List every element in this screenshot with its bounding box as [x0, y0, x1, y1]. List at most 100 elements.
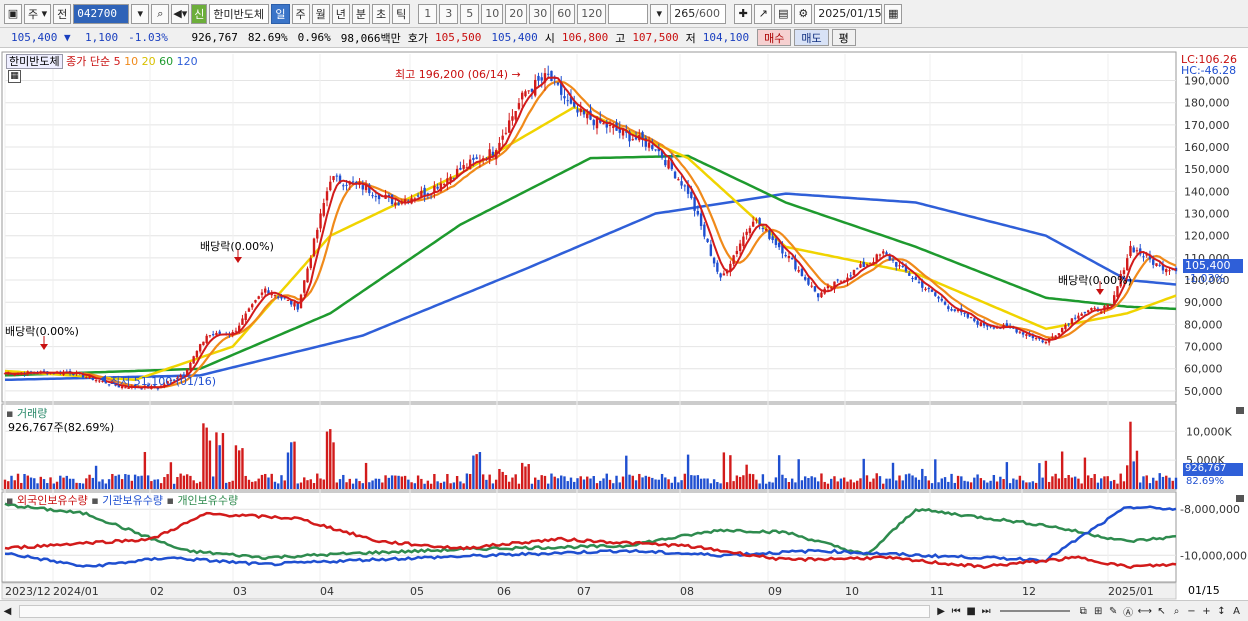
scroll-left-icon[interactable]: ◀: [3, 605, 12, 617]
cursor-icon[interactable]: ↖: [1157, 605, 1166, 617]
scroll-right-icon[interactable]: ▶: [937, 605, 945, 617]
speaker-icon[interactable]: ◀▾: [171, 3, 190, 24]
period-tick-tab[interactable]: 틱: [392, 3, 411, 24]
zoom-slider[interactable]: [999, 610, 1070, 612]
volume-bar: [797, 459, 800, 489]
period-week-tab[interactable]: 주: [291, 3, 310, 24]
calendar-icon[interactable]: ▦: [884, 3, 903, 24]
interval-button-3[interactable]: 3: [439, 3, 459, 24]
chart-area[interactable]: 190,000 180,000 170,000 160,000 150,000 140,0…: [0, 50, 1248, 600]
interval-button-10[interactable]: 10: [481, 3, 504, 24]
chevron-down-icon[interactable]: ▾: [650, 3, 669, 24]
draw-tool-icon[interactable]: ↗: [754, 3, 773, 24]
volume-title: 거래량: [16, 407, 48, 420]
volume-bar: [39, 476, 42, 489]
sell-button[interactable]: 매도: [794, 29, 829, 46]
volume-bar: [921, 468, 924, 489]
date-input[interactable]: 2025/01/15: [814, 3, 883, 24]
candle-body: [703, 224, 706, 237]
interval-button-60[interactable]: 60: [553, 3, 576, 24]
market-type-select[interactable]: 주 ▾: [24, 3, 52, 24]
interval-button-5[interactable]: 5: [460, 3, 480, 24]
window-icon[interactable]: ▣: [4, 3, 22, 24]
search-icon[interactable]: ⌕: [151, 3, 170, 24]
candle-body: [563, 96, 566, 99]
period-month-tab[interactable]: 월: [311, 3, 330, 24]
volume-bar: [573, 481, 576, 489]
average-button[interactable]: 평: [831, 29, 856, 46]
candle-body: [651, 145, 654, 150]
last-page-icon[interactable]: ⏭: [981, 605, 991, 617]
ma20-label: 20: [141, 55, 156, 68]
volume-bar: [368, 482, 371, 489]
interval-button-30[interactable]: 30: [529, 3, 552, 24]
crosshair-icon[interactable]: ✚: [734, 3, 753, 24]
zoom-in-icon[interactable]: +: [1202, 605, 1211, 617]
gear-icon[interactable]: ⚙: [794, 3, 813, 24]
period-day-tab[interactable]: 일: [271, 3, 290, 24]
volume-bar: [800, 480, 804, 489]
volume-bar: [745, 464, 748, 489]
candle-body: [345, 184, 348, 186]
volume-bar: [455, 475, 459, 489]
ruler-icon[interactable]: ⟷: [1137, 605, 1152, 617]
volume-bar: [865, 475, 869, 489]
candle-body: [693, 197, 696, 211]
volume-bar: [895, 480, 898, 489]
interval-button-120[interactable]: 120: [577, 3, 607, 24]
buy-button[interactable]: 매수: [757, 29, 792, 46]
volume-bar: [1051, 476, 1054, 489]
volume-bar: [215, 432, 218, 489]
magnifier-icon[interactable]: ⌕: [1173, 605, 1180, 617]
volume-bar: [423, 483, 426, 489]
layout-icon[interactable]: ⊞: [1093, 605, 1103, 617]
volume-bar: [267, 477, 270, 489]
stock-code-input[interactable]: 042700: [73, 3, 130, 24]
candle-body: [794, 258, 797, 270]
text-tool-icon[interactable]: Ⓐ: [1123, 607, 1134, 619]
save-icon[interactable]: ▤: [774, 3, 793, 24]
stock-chart-svg[interactable]: 190,000 180,000 170,000 160,000 150,000 140,0…: [0, 50, 1248, 600]
volume-bar: [836, 481, 839, 489]
candle-body: [816, 293, 820, 298]
stop-icon[interactable]: ■: [966, 605, 976, 617]
period-year-tab[interactable]: 년: [331, 3, 350, 24]
candle-body: [813, 286, 817, 292]
volume-bar: [1090, 477, 1093, 489]
volume-bar: [429, 483, 433, 489]
period-minute-tab[interactable]: 분: [351, 3, 371, 24]
volume-bar: [387, 477, 391, 489]
candle-body: [1112, 295, 1116, 304]
current-price: 105,400 ▼: [11, 31, 71, 44]
candle-body: [686, 184, 690, 194]
interval-button-1[interactable]: 1: [418, 3, 438, 24]
draw-icon[interactable]: ✎: [1108, 605, 1118, 617]
volume-bar: [924, 476, 927, 489]
grid-toggle-icon[interactable]: ▦: [8, 70, 21, 83]
chevron-down-icon[interactable]: ▾: [131, 3, 150, 24]
candle-body: [878, 254, 882, 256]
volume-bar: [468, 473, 472, 489]
volume-bar: [758, 483, 761, 489]
volume-bar: [810, 476, 813, 489]
axis-icon[interactable]: ↕: [1217, 605, 1226, 617]
zoom-out-icon[interactable]: −: [1187, 605, 1196, 617]
copy-icon[interactable]: ⧉: [1079, 605, 1087, 617]
candle-body: [439, 183, 443, 192]
candle-body: [716, 262, 719, 272]
prev-button[interactable]: 전: [53, 3, 72, 24]
first-page-icon[interactable]: ⏮: [951, 605, 961, 617]
candle-body: [621, 129, 625, 136]
volume-bar: [813, 477, 817, 489]
interval-button-20[interactable]: 20: [505, 3, 528, 24]
count-field[interactable]: 265/600: [670, 3, 727, 24]
scroll-track[interactable]: [19, 604, 930, 618]
candle-body: [758, 218, 761, 226]
price-tag-change: -1.03%: [1186, 272, 1225, 285]
period-second-tab[interactable]: 초: [372, 3, 391, 24]
auto-scale-icon[interactable]: A: [1233, 605, 1240, 617]
volume-bar: [146, 475, 150, 489]
custom-interval-input[interactable]: [608, 3, 649, 24]
stock-name-field[interactable]: 한미반도체: [209, 3, 270, 24]
candle-body: [979, 322, 983, 327]
